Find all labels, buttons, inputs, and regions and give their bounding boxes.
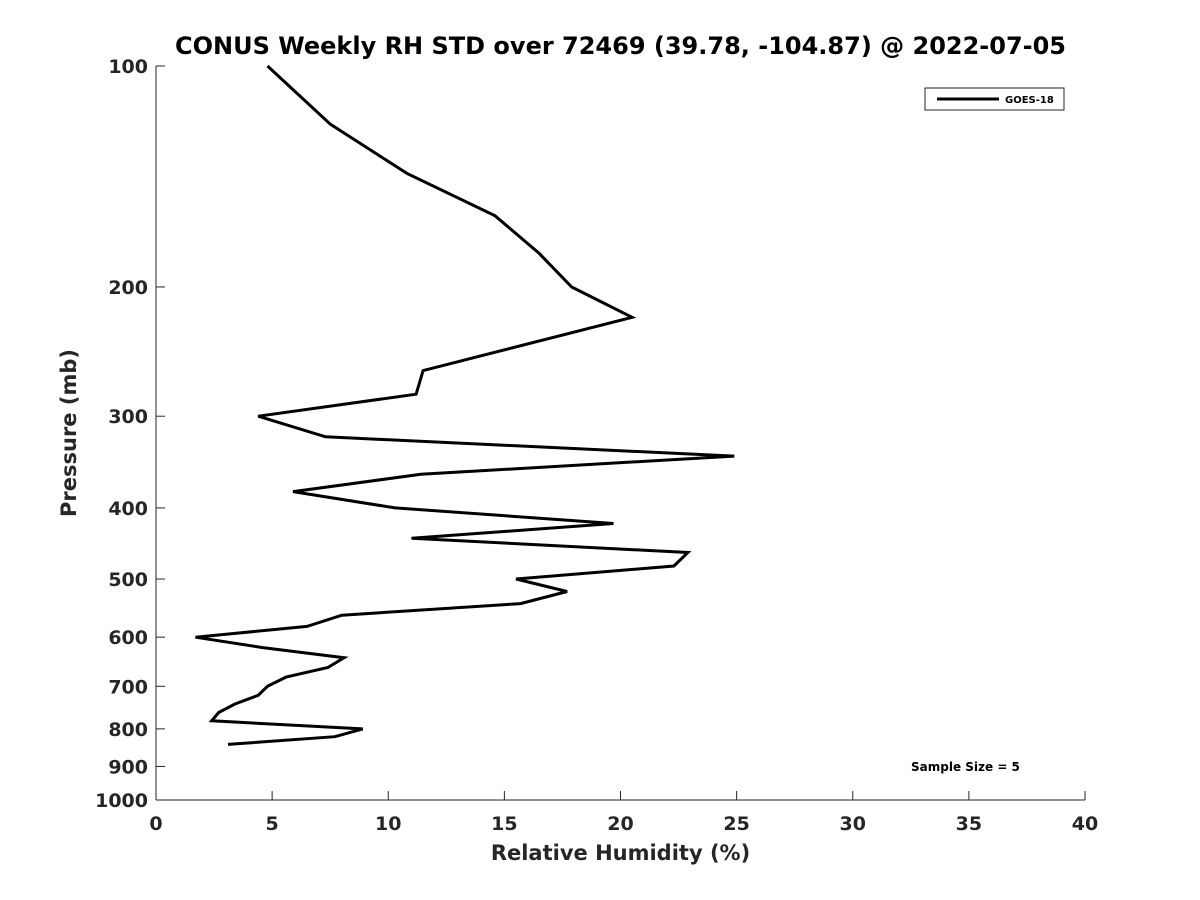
y-tick-label: 1000 (95, 790, 148, 812)
y-tick-label: 800 (108, 719, 148, 741)
x-tick-label: 35 (956, 813, 982, 835)
x-axis-ticks: 0 5 10 15 20 25 30 35 40 (149, 791, 1098, 835)
chart-title: CONUS Weekly RH STD over 72469 (39.78, -… (175, 32, 1066, 60)
legend: GOES-18 (924, 87, 1065, 111)
y-axis-ticks: 100 200 300 400 500 600 700 800 900 1000 (95, 56, 165, 812)
sample-size-annotation: Sample Size = 5 (911, 760, 1020, 774)
y-axis-label: Pressure (mb) (57, 349, 81, 517)
y-tick-label: 700 (108, 676, 148, 698)
x-tick-label: 0 (149, 813, 162, 835)
y-tick-label: 900 (108, 756, 148, 778)
x-axis-label: Relative Humidity (%) (491, 841, 750, 865)
x-tick-label: 15 (491, 813, 517, 835)
series-group (195, 64, 735, 746)
y-tick-label: 400 (108, 498, 148, 520)
x-tick-label: 30 (840, 813, 866, 835)
x-tick-label: 5 (266, 813, 279, 835)
y-tick-label: 300 (108, 406, 148, 428)
y-tick-label: 600 (108, 627, 148, 649)
x-tick-label: 40 (1072, 813, 1098, 835)
x-tick-label: 20 (607, 813, 633, 835)
y-tick-label: 100 (108, 56, 148, 78)
y-tick-label: 200 (108, 277, 148, 299)
x-tick-label: 25 (723, 813, 749, 835)
y-tick-label: 500 (108, 569, 148, 591)
series-line-goes-18 (195, 64, 735, 746)
x-tick-label: 10 (375, 813, 401, 835)
legend-entry-goes-18: GOES-18 (1005, 95, 1054, 106)
plot-area: 0 5 10 15 20 25 30 35 40 100 200 300 400 500 600 700 80… (95, 56, 1098, 835)
